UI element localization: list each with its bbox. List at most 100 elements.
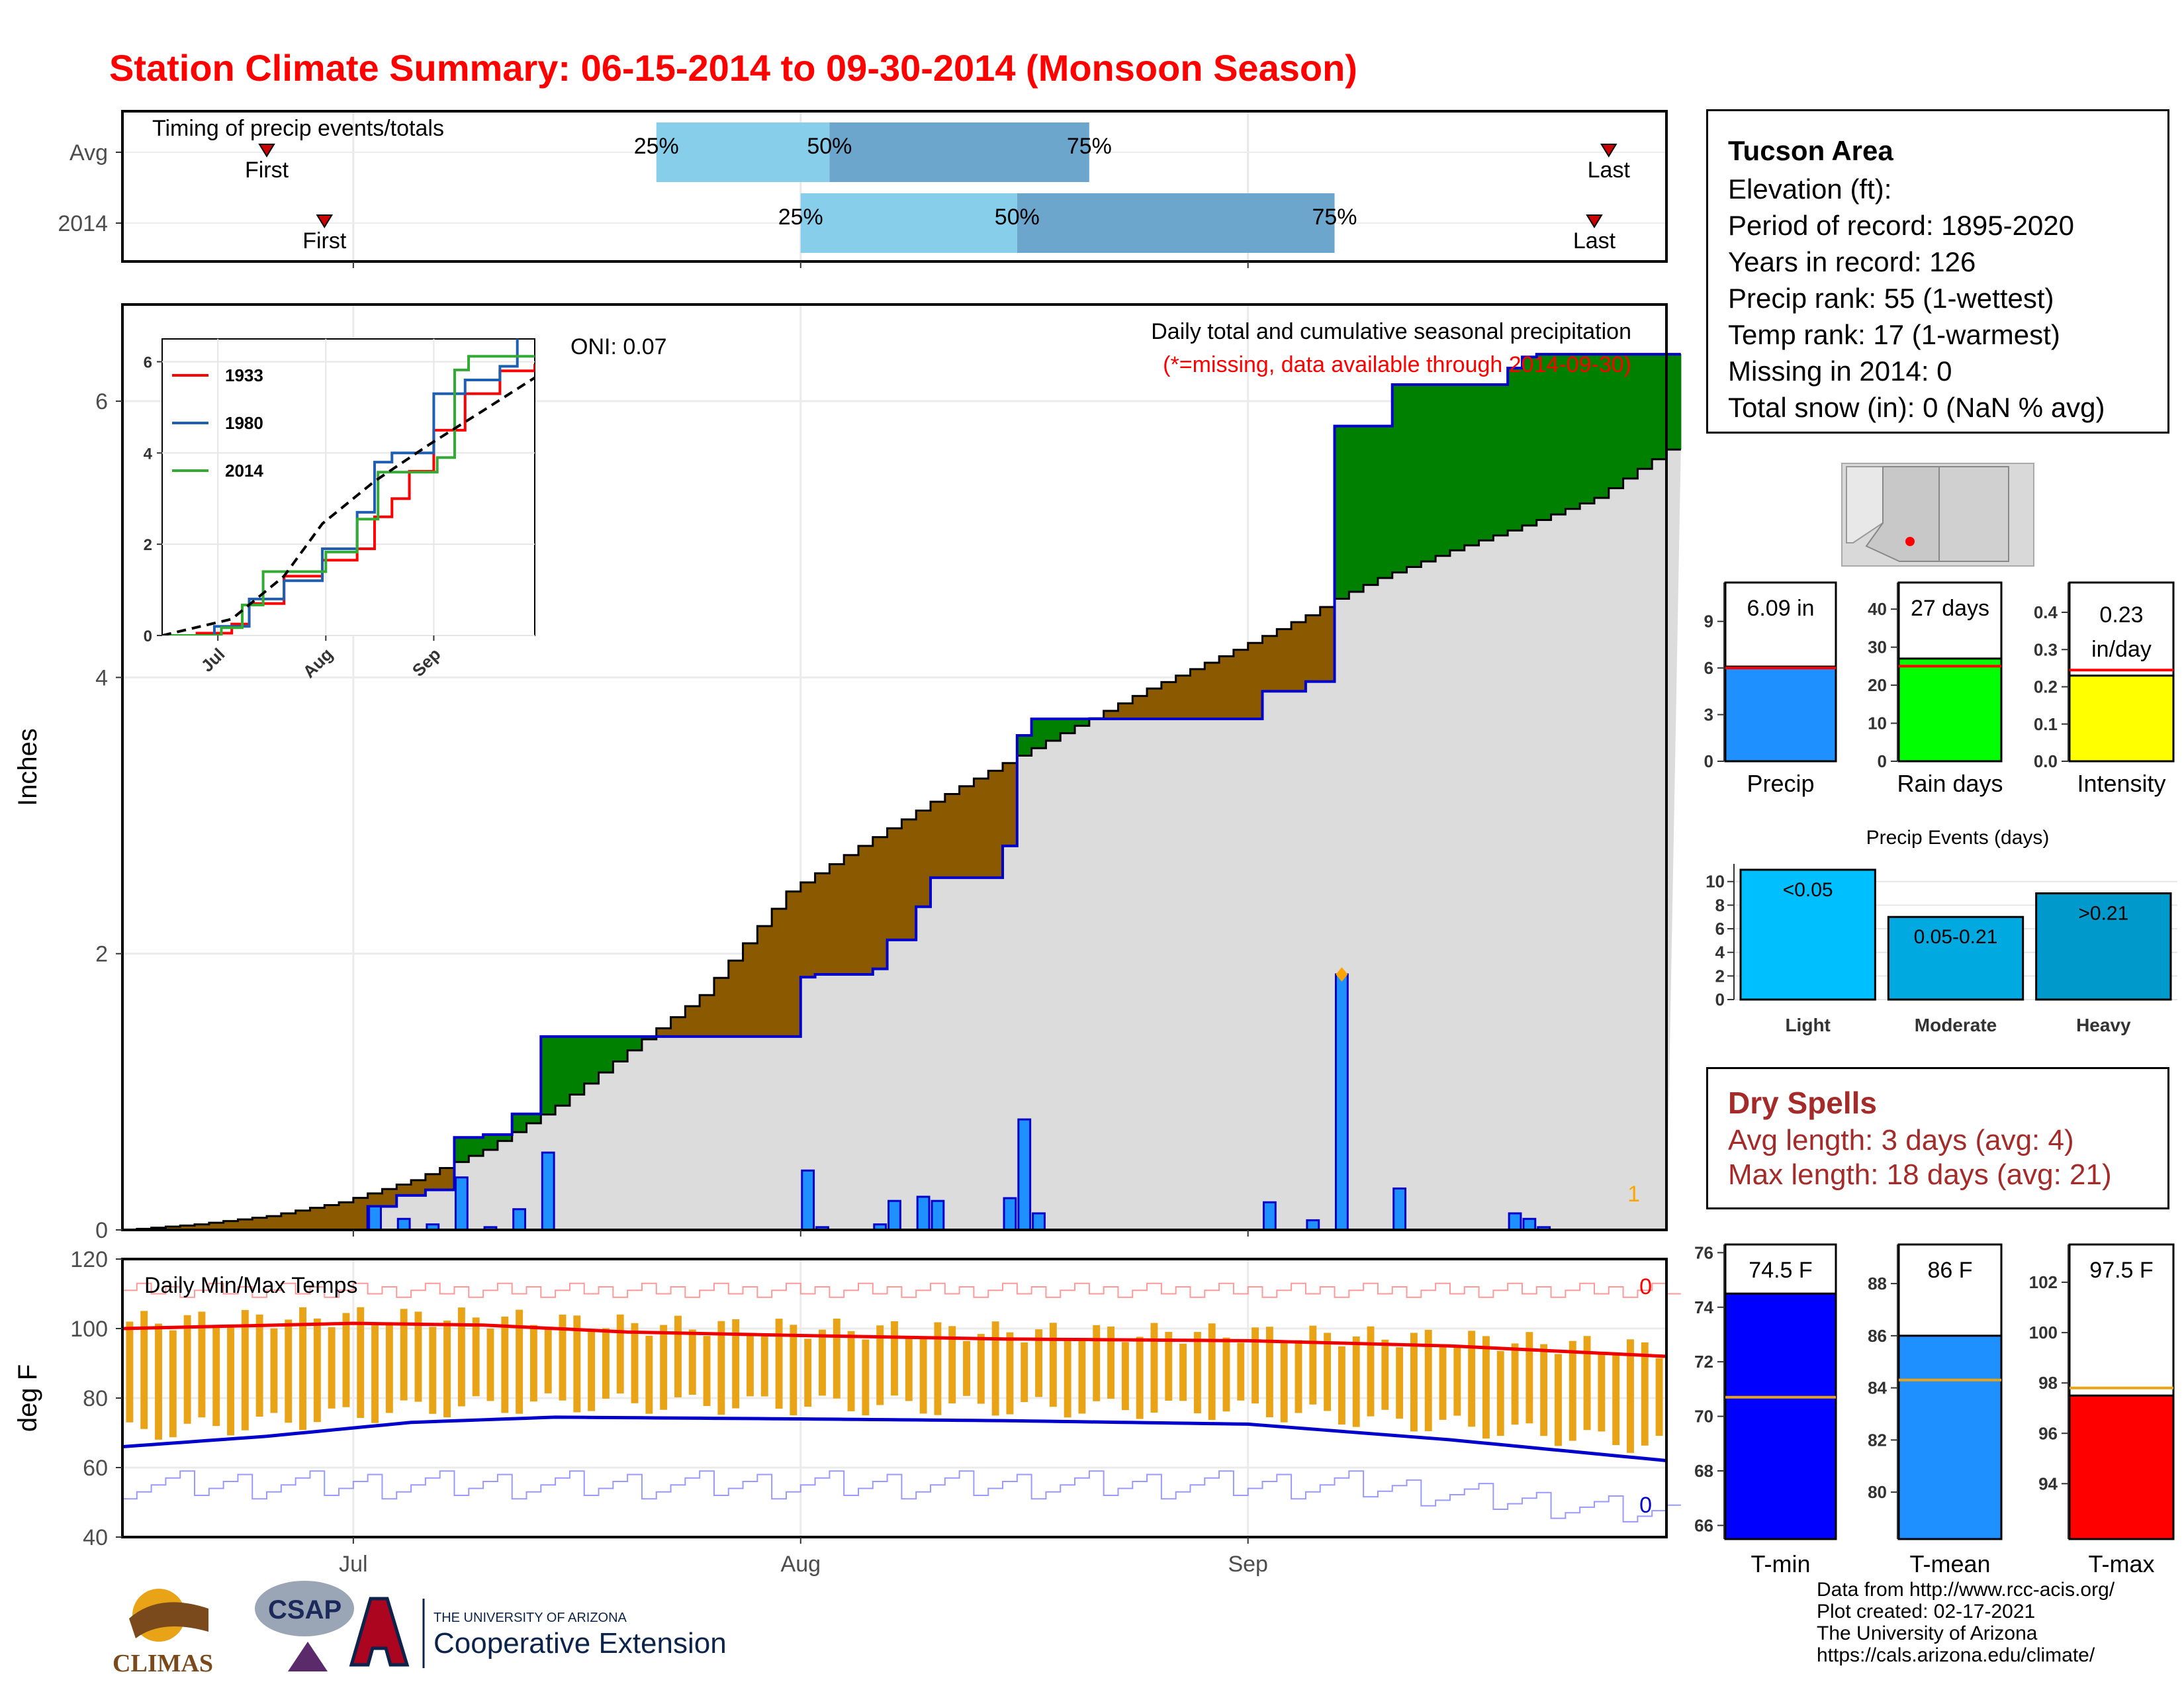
credit-line: Data from http://www.rcc-acis.org/ bbox=[1817, 1579, 2115, 1601]
daily-precip-bar bbox=[512, 1208, 527, 1231]
below-average-fill bbox=[382, 1189, 397, 1207]
daily-temp-bar bbox=[747, 1335, 754, 1397]
precip-panel-frame bbox=[121, 303, 1668, 1231]
t-max-gauge-title: T-max bbox=[2088, 1550, 2154, 1577]
daily-temp-bar bbox=[443, 1321, 451, 1418]
daily-temp-bar bbox=[1482, 1336, 1490, 1439]
event-category-label: Heavy bbox=[2076, 1015, 2131, 1035]
below-average-fill bbox=[439, 1168, 455, 1190]
info-line: Total snow (in): 0 (NaN % avg) bbox=[1728, 392, 2105, 423]
above-average-fill bbox=[1334, 426, 1349, 599]
record-max-temp-line bbox=[122, 1282, 1681, 1298]
below-average-fill bbox=[252, 1217, 267, 1230]
info-line: Years in record: 126 bbox=[1728, 246, 1976, 277]
precip-gauge-y-tick-label: 6 bbox=[1704, 658, 1713, 678]
t-mean-gauge-value-label: 86 F bbox=[1927, 1258, 1972, 1283]
daily-temp-bar bbox=[212, 1327, 220, 1427]
below-average-fill bbox=[267, 1216, 282, 1230]
events-y-tick-label: 10 bbox=[1706, 872, 1725, 892]
record-min-temp-line bbox=[122, 1470, 1681, 1523]
below-average-fill bbox=[238, 1219, 253, 1230]
rain-days-gauge-y-tick-label: 0 bbox=[1878, 751, 1887, 771]
daily-temp-bar bbox=[819, 1329, 826, 1396]
above-average-fill bbox=[1017, 735, 1032, 756]
precip-gauge-bar bbox=[1724, 665, 1837, 763]
daily-temp-bar bbox=[1598, 1352, 1606, 1432]
t-min-gauge-y-tick-label: 76 bbox=[1694, 1243, 1713, 1262]
timing-last-label: Last bbox=[1573, 228, 1616, 254]
daily-temp-bar bbox=[227, 1325, 234, 1436]
daily-temp-bar bbox=[1136, 1336, 1144, 1419]
daily-precip-bar bbox=[1032, 1212, 1046, 1231]
below-average-fill bbox=[829, 864, 844, 974]
inset-panel bbox=[161, 338, 535, 636]
event-bar-heavy bbox=[2035, 892, 2172, 1001]
daily-temp-bar bbox=[1179, 1343, 1187, 1401]
above-average-fill bbox=[1522, 357, 1537, 526]
inset-series-avg bbox=[162, 376, 535, 635]
daily-temp-bar bbox=[833, 1319, 841, 1399]
t-max-gauge-value-label: 97.5 F bbox=[2089, 1258, 2153, 1283]
above-average-fill bbox=[613, 1036, 628, 1062]
inset-series-1980 bbox=[162, 339, 519, 635]
daily-temp-bar bbox=[1367, 1326, 1375, 1417]
daily-temp-bar bbox=[977, 1334, 985, 1404]
intensity-gauge-title: Intensity bbox=[2077, 770, 2165, 797]
below-average-fill bbox=[772, 908, 787, 1037]
daily-temp-bar bbox=[934, 1322, 942, 1415]
ua-logo-big-text: Cooperative Extension bbox=[433, 1627, 727, 1660]
above-average-fill bbox=[541, 1036, 556, 1115]
temp-panel-title: Daily Min/Max Temps bbox=[144, 1273, 357, 1298]
above-average-fill bbox=[1536, 354, 1552, 520]
below-average-fill bbox=[743, 943, 758, 1037]
below-average-fill bbox=[1147, 688, 1162, 719]
t-min-gauge-y-tick-label: 66 bbox=[1694, 1515, 1713, 1535]
above-average-fill bbox=[627, 1036, 643, 1051]
timing-last-marker bbox=[1600, 144, 1617, 158]
below-average-fill bbox=[944, 794, 960, 878]
climatology-step-line bbox=[122, 448, 1681, 1231]
daily-temp-bar bbox=[1627, 1339, 1634, 1453]
daily-temp-bar bbox=[457, 1307, 465, 1407]
below-average-fill bbox=[165, 1226, 181, 1230]
above-average-fill bbox=[569, 1036, 585, 1095]
daily-temp-bar bbox=[299, 1307, 306, 1430]
record-low-count: 0 bbox=[1639, 1493, 1652, 1518]
daily-temp-bar bbox=[285, 1319, 293, 1423]
intensity-gauge-y-tick-label: 0.2 bbox=[2034, 677, 2058, 697]
below-average-fill bbox=[223, 1221, 239, 1230]
above-average-fill bbox=[454, 1137, 469, 1162]
daily-precip-bar bbox=[916, 1196, 931, 1231]
below-average-fill bbox=[916, 810, 931, 907]
daily-temp-bar bbox=[674, 1315, 682, 1397]
timing-pct-label: 50% bbox=[807, 134, 852, 159]
daily-temp-bar bbox=[1338, 1346, 1345, 1425]
below-average-fill bbox=[324, 1205, 340, 1230]
above-average-fill bbox=[1046, 718, 1061, 741]
t-mean-gauge-y-tick-label: 80 bbox=[1868, 1482, 1887, 1502]
temp-y-tick-label: 120 bbox=[70, 1247, 108, 1272]
below-average-fill bbox=[713, 978, 729, 1037]
below-average-fill bbox=[1175, 675, 1191, 719]
credit-line: https://cals.arizona.edu/climate/ bbox=[1817, 1644, 2095, 1666]
precip-y-tick-label: 2 bbox=[95, 942, 108, 967]
info-line: Period of record: 1895-2020 bbox=[1728, 210, 2075, 241]
above-average-fill bbox=[1479, 385, 1494, 541]
rain-days-gauge-y-tick-label: 40 bbox=[1868, 599, 1887, 619]
below-average-fill bbox=[411, 1180, 426, 1196]
above-average-fill bbox=[497, 1135, 513, 1141]
daily-temp-bar bbox=[126, 1321, 134, 1423]
above-average-fill bbox=[598, 1036, 614, 1073]
daily-temp-bar bbox=[1006, 1332, 1014, 1415]
precip-gauge-y-tick-label: 9 bbox=[1704, 612, 1713, 632]
timing-row-label: Avg bbox=[69, 140, 108, 165]
daily-temp-bar bbox=[1612, 1354, 1620, 1445]
daily-precip-bar bbox=[1522, 1217, 1537, 1231]
above-average-fill bbox=[1349, 426, 1364, 592]
intensity-gauge-y-tick-label: 0.1 bbox=[2034, 714, 2058, 734]
event-category-label: Light bbox=[1785, 1015, 1830, 1035]
temp-y-tick-label: 80 bbox=[83, 1386, 108, 1411]
daily-temp-bar bbox=[183, 1315, 191, 1424]
timing-panel-title: Timing of precip events/totals bbox=[152, 116, 444, 141]
